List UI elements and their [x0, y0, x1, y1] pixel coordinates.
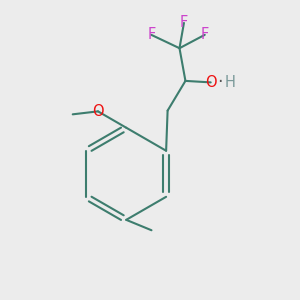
Text: F: F: [147, 27, 155, 42]
Text: F: F: [180, 15, 188, 30]
Text: H: H: [225, 75, 236, 90]
Text: O: O: [205, 75, 217, 90]
Text: F: F: [201, 27, 209, 42]
Text: ·: ·: [218, 74, 223, 92]
Text: O: O: [92, 104, 104, 119]
